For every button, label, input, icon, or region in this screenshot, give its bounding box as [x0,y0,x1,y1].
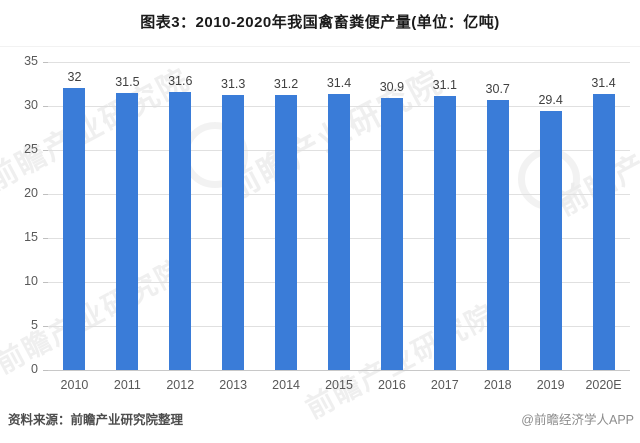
y-tick-label: 15 [24,230,38,244]
x-axis-baseline [48,370,630,371]
bar-value-label: 31.6 [168,73,193,88]
bar-value-label: 31.1 [432,78,457,93]
y-tick-label: 30 [24,98,38,112]
y-axis-tick [43,194,48,195]
y-tick-label: 5 [31,318,38,332]
y-tick-label: 35 [24,54,38,68]
bar [116,92,139,370]
bar [328,93,350,370]
credit-text: @前瞻经济学人APP [521,413,634,427]
bar [380,98,403,370]
y-axis-tick [43,370,48,371]
x-tick-label: 2018 [483,378,512,392]
x-tick-label: 2012 [166,378,195,392]
title-divider [0,46,640,47]
x-tick-label: 2017 [430,378,459,392]
bar [539,111,562,370]
bar [63,88,86,370]
bar [169,91,192,370]
bar [486,99,509,370]
y-axis-tick [43,238,48,239]
y-axis-tick [43,62,48,63]
x-tick-label: 2015 [325,378,353,392]
x-tick-label: 2020E [585,378,622,392]
bar-value-label: 29.4 [538,93,563,108]
bar-value-label: 31.2 [273,77,299,92]
bar-value-label: 31.5 [115,74,140,89]
x-tick-label: 2016 [378,378,406,392]
x-tick-label: 2010 [60,378,89,392]
y-tick-label: 0 [31,362,38,376]
y-axis-tick [43,150,48,151]
x-tick-label: 2019 [536,378,565,392]
bar [592,93,615,370]
y-axis-tick [43,106,48,107]
bar-value-label: 31.4 [591,75,616,90]
y-tick-label: 10 [24,274,38,288]
bar-value-label: 30.7 [485,81,510,96]
y-axis-tick [43,326,48,327]
bar [222,94,245,370]
source-text: 资料来源：前瞻产业研究院整理 [8,413,184,427]
footer: 资料来源：前瞻产业研究院整理 @前瞻经济学人APP [8,409,634,428]
y-tick-label: 20 [24,186,38,200]
bar [275,95,298,370]
x-tick-label: 2014 [272,378,300,392]
bar-value-label: 32 [67,70,82,85]
x-tick-label: 2011 [113,378,141,392]
y-tick-label: 25 [24,142,38,156]
bar-value-label: 31.3 [221,76,246,91]
bar-value-label: 30.9 [379,80,405,95]
bar-value-label: 31.4 [326,75,352,90]
bar [433,96,456,370]
x-tick-label: 2013 [219,378,248,392]
grid-line [48,62,630,63]
chart-title: 图表3：2010-2020年我国禽畜粪便产量(单位：亿吨) [140,14,500,31]
y-axis-tick [43,282,48,283]
